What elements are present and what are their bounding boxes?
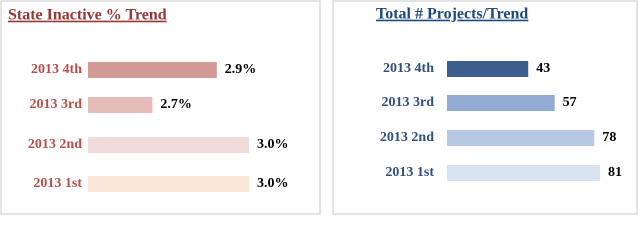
bar bbox=[88, 97, 153, 113]
bar bbox=[88, 62, 217, 78]
bar bbox=[447, 130, 595, 146]
bar bbox=[88, 176, 249, 192]
value-label: 3.0% bbox=[257, 137, 289, 152]
value-label: 81 bbox=[608, 165, 622, 180]
page: State Inactive % Trend 2013 4th 2.9% 2013 3… bbox=[0, 0, 639, 216]
chart-title: Total # Projects/Trend bbox=[376, 6, 528, 23]
category-label: 2013 1st bbox=[33, 176, 82, 191]
value-label: 78 bbox=[602, 130, 616, 145]
value-label: 3.0% bbox=[257, 176, 289, 191]
category-label: 2013 4th bbox=[31, 62, 82, 77]
bar bbox=[447, 61, 529, 77]
category-label: 2013 1st bbox=[385, 165, 434, 180]
category-label: 2013 4th bbox=[383, 61, 434, 76]
value-label: 57 bbox=[563, 95, 577, 110]
category-label: 2013 2nd bbox=[380, 130, 434, 145]
category-label: 2013 2nd bbox=[28, 137, 82, 152]
value-label: 2.9% bbox=[225, 62, 256, 77]
category-label: 2013 3rd bbox=[30, 97, 83, 112]
bar bbox=[88, 137, 249, 153]
value-label: 2.7% bbox=[160, 97, 192, 112]
category-label: 2013 3rd bbox=[382, 95, 435, 110]
bar bbox=[447, 165, 600, 181]
value-label: 43 bbox=[536, 61, 550, 76]
bar bbox=[447, 95, 555, 111]
dashboard: State Inactive % Trend 2013 4th 2.9% 2013 3… bbox=[0, 0, 638, 215]
chart-title: State Inactive % Trend bbox=[8, 7, 167, 24]
